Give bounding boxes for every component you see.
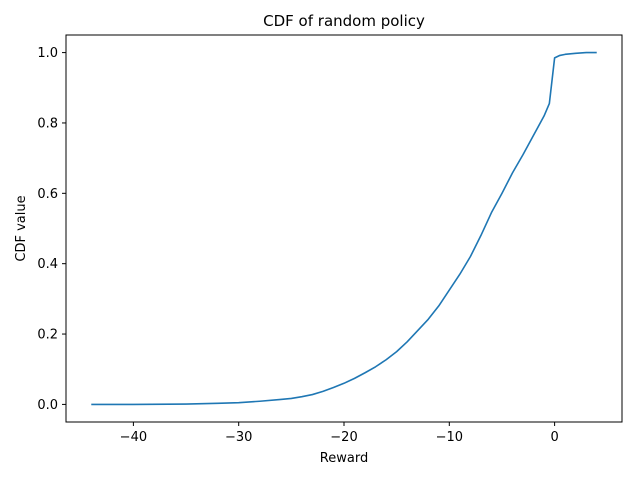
y-tick-label: 0.4: [37, 257, 58, 272]
x-tick-label: 0: [550, 430, 558, 445]
y-tick-label: 0.6: [37, 187, 58, 202]
x-tick-label: −10: [436, 430, 463, 445]
series-line: [91, 51, 597, 406]
x-tick-label: −20: [330, 430, 357, 445]
y-tick-label: 0.8: [37, 116, 58, 131]
y-tick-label: 1.0: [37, 46, 58, 61]
y-axis-ticks: 0.0 0.2 0.4 0.6 0.8 1.0: [37, 46, 66, 413]
x-tick-label: −40: [120, 430, 147, 445]
y-tick-label: 0.2: [37, 328, 58, 343]
x-axis-ticks: −40 −30 −20 −10 0: [120, 422, 559, 445]
y-axis-label: CDF value: [14, 195, 29, 261]
chart-title: CDF of random policy: [263, 12, 425, 30]
x-tick-label: −30: [225, 430, 252, 445]
plot-area-frame: [65, 34, 623, 423]
y-tick-label: 0.0: [37, 398, 58, 413]
x-axis-label: Reward: [320, 451, 368, 466]
